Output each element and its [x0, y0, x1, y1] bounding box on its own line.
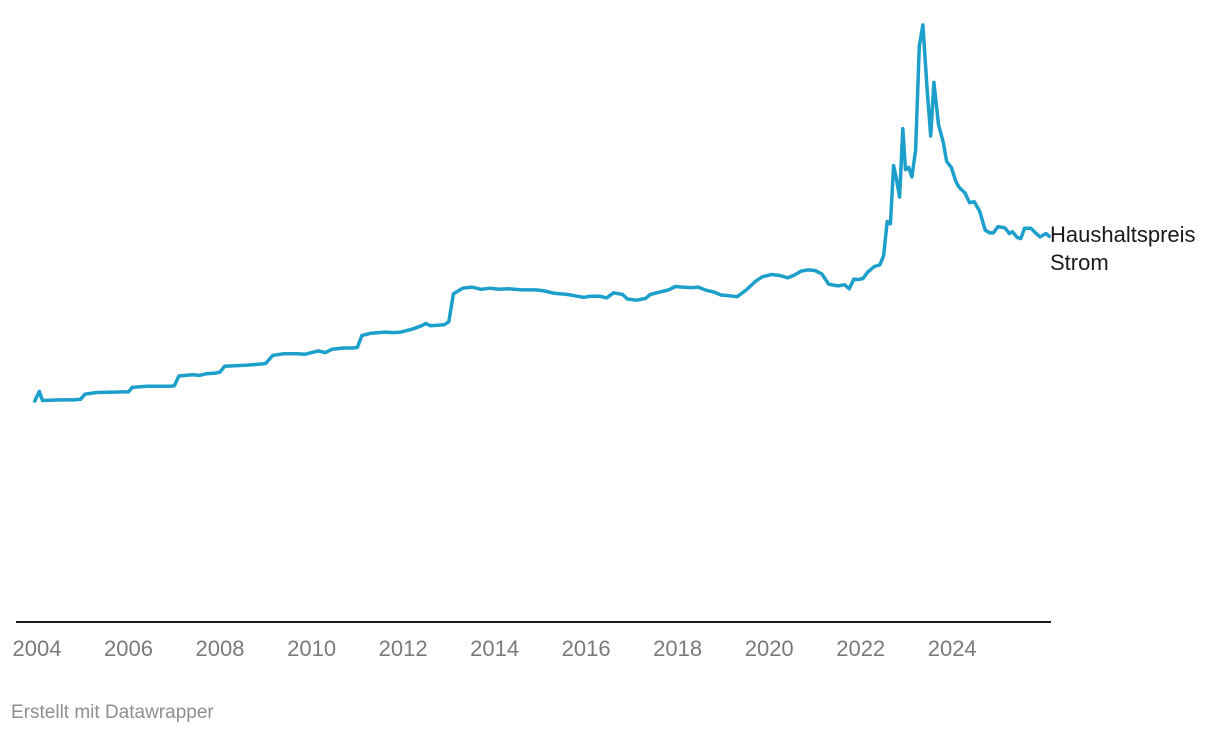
x-tick-label: 2010: [287, 636, 336, 661]
series-label-line: Haushaltspreis: [1050, 222, 1196, 247]
line-chart: 2004 2006 2008 2010 2012 2014 2016 2018 2020 2022…: [13, 23, 1202, 661]
series-label-line: Strom: [1050, 250, 1109, 275]
x-tick-label: 2022: [836, 636, 885, 661]
x-tick-label: 2018: [653, 636, 702, 661]
x-tick-label: 2004: [13, 636, 62, 661]
x-tick-label: 2012: [379, 636, 428, 661]
x-tick-label: 2008: [196, 636, 245, 661]
x-tick-label: 2024: [928, 636, 977, 661]
x-tick-label: 2006: [104, 636, 153, 661]
x-tick-label: 2014: [470, 636, 519, 661]
series-line: [32, 23, 1051, 403]
series-label: Haushaltspreis Strom: [1050, 222, 1202, 275]
line-layer: [32, 23, 1051, 403]
x-tick-label: 2020: [745, 636, 794, 661]
x-axis-ticks: 2004 2006 2008 2010 2012 2014 2016 2018 2020 2022…: [13, 636, 977, 661]
x-tick-label: 2016: [562, 636, 611, 661]
credit-text: Erstellt mit Datawrapper: [11, 702, 214, 723]
